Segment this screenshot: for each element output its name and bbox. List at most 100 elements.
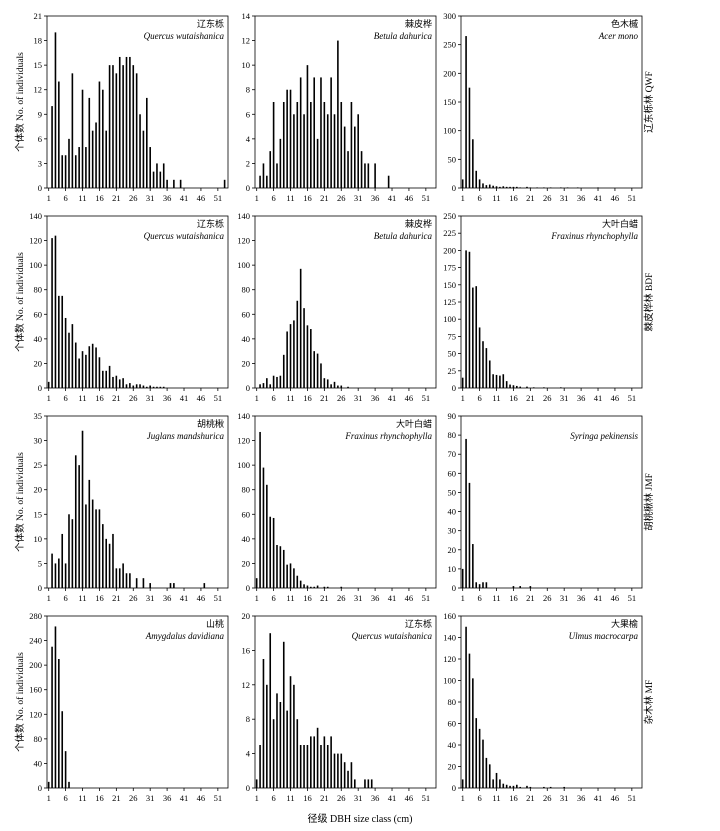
panel-2-bar: [320, 77, 322, 188]
panel-1-bar: [64, 155, 67, 188]
panel-2-xtick-label: 16: [303, 193, 312, 203]
panel-4-bar: [122, 378, 124, 388]
panel-8-bar: [259, 431, 261, 588]
panel-5-bar: [262, 383, 265, 388]
panel-7-ytick-label: 25: [34, 460, 43, 470]
panel-2-bar: [340, 102, 343, 188]
panel-4-bar: [132, 385, 135, 388]
panel-1-ytick-label: 0: [38, 183, 42, 193]
panel-1-bar: [95, 122, 97, 188]
panel-12-bar: [475, 718, 478, 788]
panel-8-bar: [269, 516, 272, 588]
panel-3-xtick-label: 46: [611, 193, 620, 203]
panel-8-species-latin: Fraxinus rhynchophylla: [344, 431, 432, 441]
panel-4-bar: [152, 386, 155, 388]
panel-7-bar: [81, 430, 84, 588]
panel-11-bar: [276, 693, 278, 788]
panel-3-xtick-label: 16: [509, 193, 518, 203]
panel-7-bar: [71, 519, 74, 588]
panel-11-bar: [350, 762, 353, 788]
panel-2-ytick-label: 14: [242, 11, 251, 21]
panel-4-xtick-label: 31: [146, 393, 155, 403]
panel-2-bar: [350, 102, 353, 188]
panel-7-bar: [68, 514, 70, 588]
panel-3-xtick-label: 1: [461, 193, 465, 203]
panel-1-xtick-label: 26: [129, 193, 138, 203]
panel-5-xtick-label: 21: [320, 393, 329, 403]
panel-5-bar: [347, 386, 349, 388]
panel-4-bar: [98, 357, 101, 388]
panel-11-bar: [323, 736, 326, 788]
panel-6-bar: [488, 360, 491, 388]
y-axis-label-row-3: 个体数 No. of individuals: [14, 452, 26, 552]
panel-7-xtick-label: 51: [214, 593, 223, 603]
panel-7-xtick-label: 46: [197, 593, 206, 603]
panel-6-xtick-label: 31: [560, 393, 569, 403]
panel-3-bar: [495, 186, 498, 188]
panel-9-ytick-label: 20: [448, 545, 457, 555]
panel-6-bar: [560, 387, 562, 388]
panel-4-xtick-label: 16: [95, 393, 104, 403]
panel-7-bar: [115, 568, 118, 588]
panel-3-bar: [549, 187, 552, 189]
panel-11-bar: [370, 779, 373, 788]
panel-8-bar: [279, 546, 282, 588]
panel-5-bar: [276, 376, 278, 388]
panel-1-ytick-label: 21: [34, 11, 43, 21]
panel-12-bar: [509, 785, 511, 788]
panel-8-bar: [276, 545, 278, 588]
panel-8-ytick-label: 80: [242, 485, 251, 495]
panel-4-bar: [88, 346, 91, 388]
panel-6-bar: [519, 386, 522, 388]
panel-2-bar: [337, 40, 339, 189]
panel-1-ytick-label: 15: [34, 60, 43, 70]
panel-11-ytick-label: 12: [242, 680, 251, 690]
panel-6-ytick-label: 250: [443, 211, 456, 221]
panel-9-xtick-label: 31: [560, 593, 569, 603]
panel-10-xtick-label: 1: [47, 793, 51, 803]
panel-6-bar: [509, 384, 511, 388]
panel-1-ytick-label: 6: [38, 134, 42, 144]
panel-9-bar: [482, 582, 484, 588]
panel-4-xtick-label: 1: [47, 393, 51, 403]
panel-3-bar: [509, 186, 511, 188]
panel-11-bar: [333, 753, 336, 788]
panel-1-bar: [88, 97, 91, 188]
panel-2-bar: [364, 163, 366, 188]
panel-1-xtick-label: 46: [197, 193, 206, 203]
panel-1-bar: [51, 106, 53, 188]
panel-3-bar: [499, 186, 501, 188]
panel-10-xtick-label: 46: [197, 793, 206, 803]
panel-7-ytick-label: 10: [34, 534, 43, 544]
panel-3-frame: [460, 15, 643, 189]
panel-8-bar: [272, 517, 275, 588]
panel-2-bar: [333, 114, 336, 188]
panel-6-bar: [472, 287, 474, 388]
panel-5-xtick-label: 11: [286, 393, 294, 403]
panel-6-bar: [543, 387, 545, 388]
panel-12-ytick-label: 20: [448, 762, 457, 772]
panel-4-bar: [68, 332, 70, 388]
panel-2-bar: [299, 77, 302, 188]
panel-10-xtick-label: 26: [129, 793, 138, 803]
panel-1-bar: [135, 73, 138, 188]
panel-12-ytick-label: 160: [443, 611, 456, 621]
panel-7-bar: [203, 583, 206, 588]
panel-1-bar: [132, 65, 135, 188]
panel-6-bar: [502, 374, 505, 388]
panel-4-bar: [102, 370, 104, 388]
panel-5-bar: [259, 384, 261, 388]
panel-1-bar: [142, 130, 145, 188]
panel-5-xtick-label: 6: [271, 393, 275, 403]
panel-7-bar: [142, 578, 145, 588]
panel-6-xtick-label: 51: [628, 393, 637, 403]
panel-2-bar: [279, 138, 282, 188]
panel-12-bar: [563, 786, 565, 788]
panel-6-bar: [475, 286, 478, 388]
panel-6-xtick-label: 41: [594, 393, 603, 403]
panel-9-ytick-label: 60: [448, 468, 457, 478]
panel-1-xtick-label: 36: [163, 193, 172, 203]
panel-8-frame: [254, 415, 437, 589]
panel-2-ytick-label: 0: [246, 183, 250, 193]
panel-10-xtick-label: 21: [112, 793, 121, 803]
